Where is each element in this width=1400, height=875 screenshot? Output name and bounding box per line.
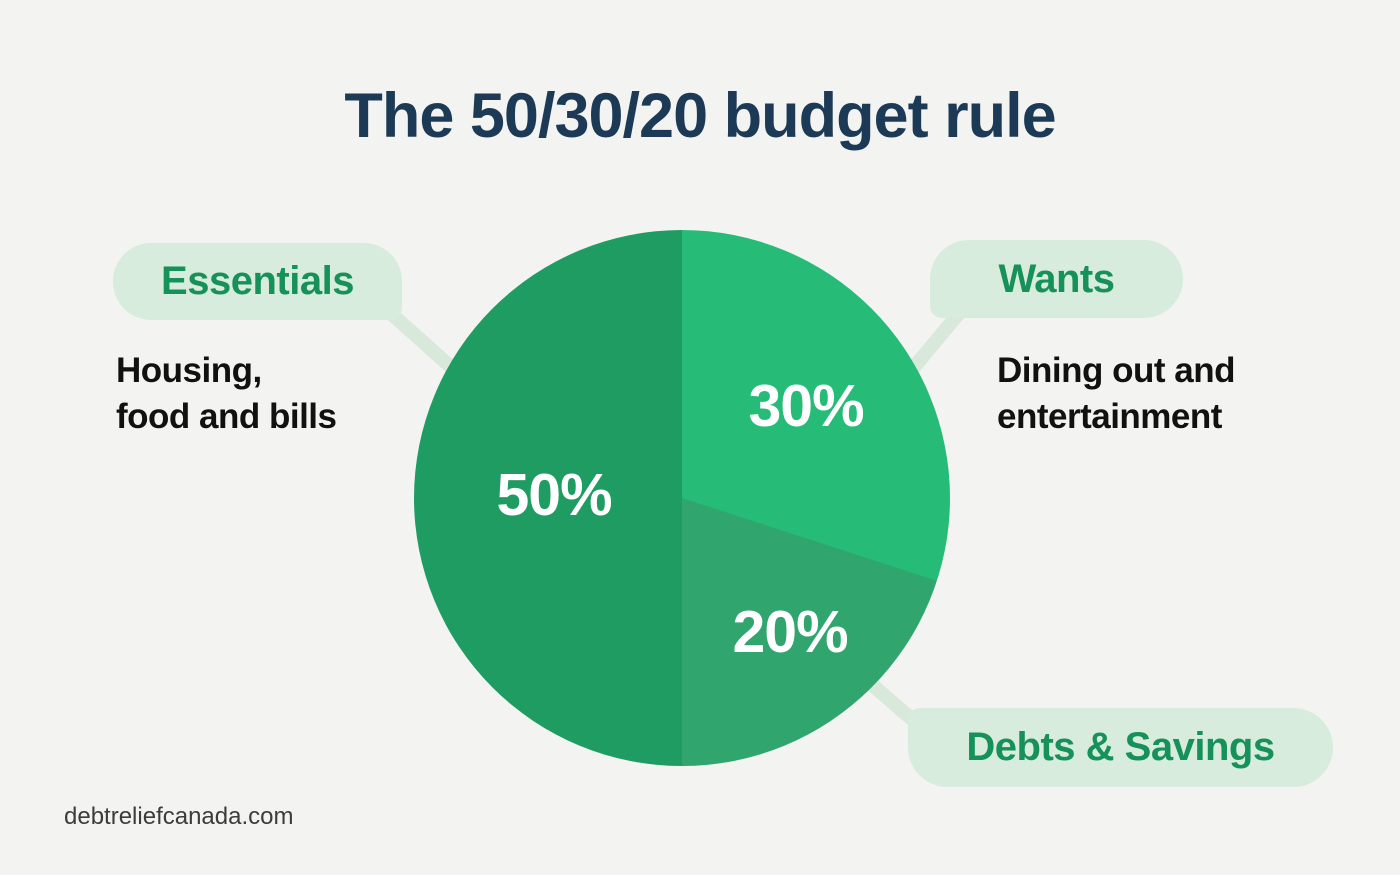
- debts-savings-pill: Debts & Savings: [908, 708, 1333, 787]
- page-title: The 50/30/20 budget rule: [344, 81, 1056, 151]
- wants-description: Dining out and entertainment: [997, 348, 1235, 440]
- essentials-description-line2: food and bills: [116, 397, 337, 436]
- slice-value-debts: 20%: [732, 599, 848, 665]
- wants-description-line1: Dining out and: [997, 351, 1235, 390]
- wants-pill: Wants: [930, 240, 1183, 318]
- wants-description-line2: entertainment: [997, 397, 1222, 436]
- slice-value-essentials: 50%: [496, 462, 612, 528]
- essentials-description: Housing, food and bills: [116, 348, 337, 440]
- essentials-pill-label: Essentials: [161, 259, 354, 303]
- slice-value-wants: 30%: [748, 373, 864, 439]
- wants-pill-label: Wants: [998, 256, 1115, 301]
- essentials-description-line1: Housing,: [116, 351, 262, 390]
- essentials-pill: Essentials: [113, 243, 402, 320]
- watermark-url: debtreliefcanada.com: [64, 803, 294, 830]
- budget-pie-chart: 50% 30% 20%: [414, 230, 950, 766]
- debts-savings-pill-label: Debts & Savings: [966, 725, 1275, 769]
